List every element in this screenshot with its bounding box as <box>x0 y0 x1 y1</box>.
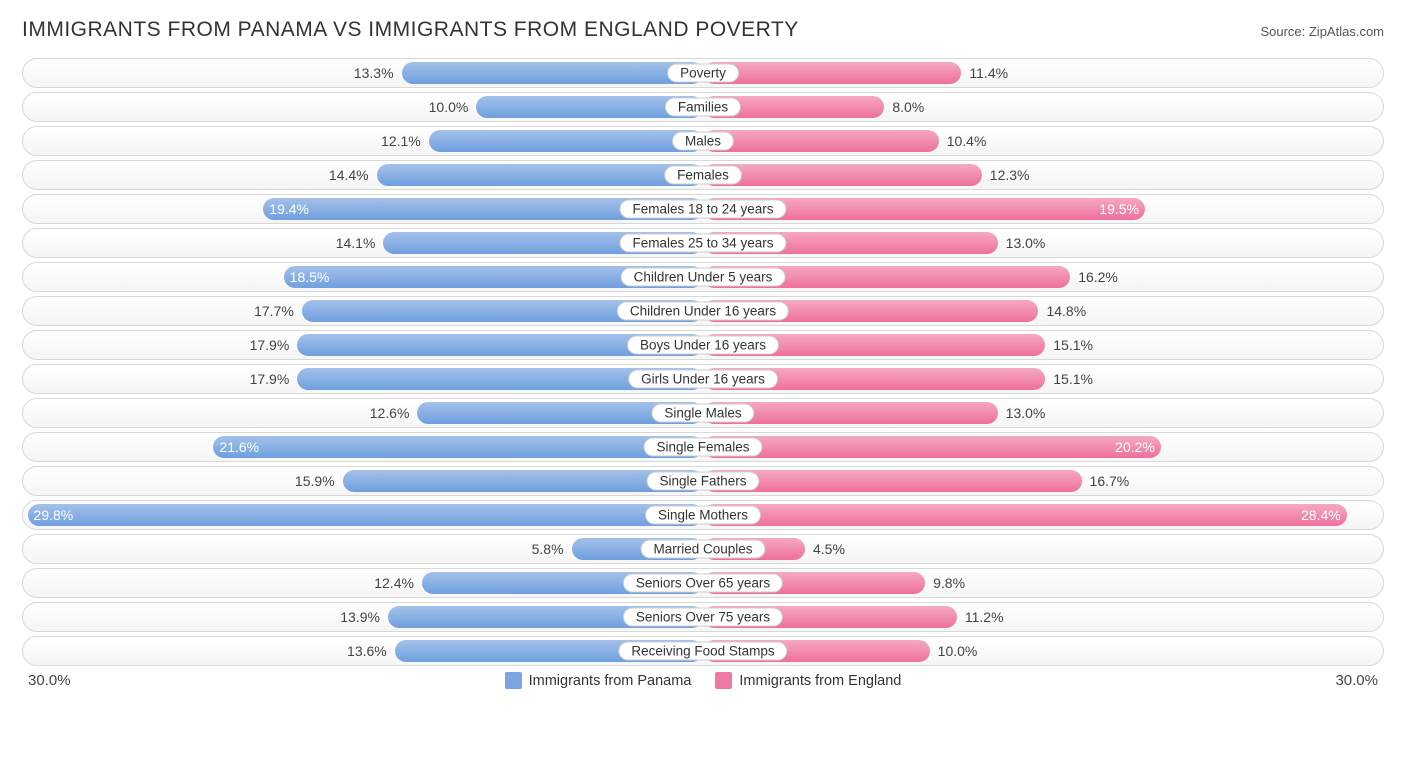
value-label-england: 28.4% <box>1301 504 1341 526</box>
bar-england <box>703 164 982 186</box>
value-label-england: 16.2% <box>1070 263 1140 291</box>
legend-label-england: Immigrants from England <box>739 673 901 689</box>
bar-england: 20.2% <box>703 436 1161 458</box>
category-label: Seniors Over 75 years <box>623 608 783 627</box>
category-label: Seniors Over 65 years <box>623 574 783 593</box>
chart-row: 19.4% 19.5% Females 18 to 24 years <box>22 194 1384 224</box>
chart-title: IMMIGRANTS FROM PANAMA VS IMMIGRANTS FRO… <box>22 18 799 42</box>
value-label-panama: 29.8% <box>34 504 74 526</box>
category-label: Single Mothers <box>645 506 761 525</box>
category-label: Single Females <box>643 438 762 457</box>
value-label-panama: 13.9% <box>318 603 388 631</box>
value-label-england: 4.5% <box>805 535 875 563</box>
value-label-england: 19.5% <box>1099 198 1139 220</box>
legend-swatch-england <box>715 672 732 689</box>
bar-england <box>703 130 939 152</box>
chart-row: 15.9% 16.7% Single Fathers <box>22 466 1384 496</box>
legend-label-panama: Immigrants from Panama <box>529 673 692 689</box>
value-label-panama: 14.4% <box>307 161 377 189</box>
chart-row: 13.9% 11.2% Seniors Over 75 years <box>22 602 1384 632</box>
category-label: Boys Under 16 years <box>627 336 779 355</box>
value-label-panama: 18.5% <box>290 266 330 288</box>
bar-panama <box>402 62 703 84</box>
legend: Immigrants from Panama Immigrants from E… <box>505 672 902 689</box>
category-label: Females 18 to 24 years <box>619 200 786 219</box>
value-label-england: 11.4% <box>961 59 1031 87</box>
bar-england <box>703 470 1082 492</box>
value-label-england: 10.0% <box>930 637 1000 665</box>
value-label-panama: 10.0% <box>406 93 476 121</box>
chart-row: 17.9% 15.1% Boys Under 16 years <box>22 330 1384 360</box>
category-label: Children Under 16 years <box>617 302 789 321</box>
axis-max-right: 30.0% <box>1335 672 1378 689</box>
value-label-england: 9.8% <box>925 569 995 597</box>
bar-panama: 29.8% <box>28 504 703 526</box>
chart-row: 13.6% 10.0% Receiving Food Stamps <box>22 636 1384 666</box>
value-label-panama: 5.8% <box>502 535 572 563</box>
bar-panama <box>429 130 703 152</box>
chart-row: 13.3% 11.4% Poverty <box>22 58 1384 88</box>
chart-header: IMMIGRANTS FROM PANAMA VS IMMIGRANTS FRO… <box>22 18 1384 42</box>
value-label-england: 15.1% <box>1045 331 1115 359</box>
bar-england: 28.4% <box>703 504 1347 526</box>
category-label: Poverty <box>667 64 739 83</box>
category-label: Receiving Food Stamps <box>618 642 787 661</box>
chart-row: 14.1% 13.0% Females 25 to 34 years <box>22 228 1384 258</box>
chart-row: 17.9% 15.1% Girls Under 16 years <box>22 364 1384 394</box>
value-label-panama: 12.4% <box>352 569 422 597</box>
value-label-panama: 13.6% <box>325 637 395 665</box>
value-label-england: 14.8% <box>1038 297 1108 325</box>
legend-item-england: Immigrants from England <box>715 672 901 689</box>
category-label: Females <box>664 166 742 185</box>
chart-row: 21.6% 20.2% Single Females <box>22 432 1384 462</box>
value-label-panama: 17.9% <box>227 365 297 393</box>
chart-row: 17.7% 14.8% Children Under 16 years <box>22 296 1384 326</box>
value-label-england: 8.0% <box>884 93 954 121</box>
category-label: Females 25 to 34 years <box>619 234 786 253</box>
chart-row: 10.0% 8.0% Families <box>22 92 1384 122</box>
chart-row: 14.4% 12.3% Females <box>22 160 1384 190</box>
category-label: Children Under 5 years <box>621 268 786 287</box>
value-label-panama: 15.9% <box>273 467 343 495</box>
category-label: Married Couples <box>640 540 765 559</box>
value-label-panama: 17.7% <box>232 297 302 325</box>
value-label-england: 10.4% <box>939 127 1009 155</box>
chart-row: 5.8% 4.5% Married Couples <box>22 534 1384 564</box>
value-label-england: 15.1% <box>1045 365 1115 393</box>
chart-source: Source: ZipAtlas.com <box>1260 24 1384 39</box>
value-label-panama: 19.4% <box>269 198 309 220</box>
chart-footer: 30.0% Immigrants from Panama Immigrants … <box>22 672 1384 689</box>
legend-swatch-panama <box>505 672 522 689</box>
category-label: Males <box>672 132 734 151</box>
chart-row: 18.5% 16.2% Children Under 5 years <box>22 262 1384 292</box>
category-label: Single Fathers <box>646 472 759 491</box>
value-label-panama: 21.6% <box>219 436 259 458</box>
value-label-england: 16.7% <box>1082 467 1152 495</box>
axis-max-left: 30.0% <box>28 672 71 689</box>
value-label-england: 13.0% <box>998 399 1068 427</box>
chart-row: 12.4% 9.8% Seniors Over 65 years <box>22 568 1384 598</box>
value-label-england: 12.3% <box>982 161 1052 189</box>
value-label-panama: 12.1% <box>359 127 429 155</box>
value-label-panama: 17.9% <box>227 331 297 359</box>
value-label-panama: 14.1% <box>313 229 383 257</box>
bar-england <box>703 62 961 84</box>
value-label-england: 13.0% <box>998 229 1068 257</box>
category-label: Girls Under 16 years <box>628 370 778 389</box>
bar-panama: 21.6% <box>213 436 703 458</box>
diverging-bar-chart: 13.3%11.4%Poverty10.0%8.0%Families12.1%1… <box>22 58 1384 666</box>
chart-row: 12.6% 13.0% Single Males <box>22 398 1384 428</box>
chart-row: 29.8% 28.4% Single Mothers <box>22 500 1384 530</box>
chart-row: 12.1% 10.4% Males <box>22 126 1384 156</box>
value-label-england: 20.2% <box>1115 436 1155 458</box>
legend-item-panama: Immigrants from Panama <box>505 672 692 689</box>
value-label-england: 11.2% <box>957 603 1027 631</box>
category-label: Families <box>665 98 741 117</box>
value-label-panama: 12.6% <box>347 399 417 427</box>
bar-panama <box>377 164 703 186</box>
category-label: Single Males <box>651 404 754 423</box>
value-label-panama: 13.3% <box>332 59 402 87</box>
